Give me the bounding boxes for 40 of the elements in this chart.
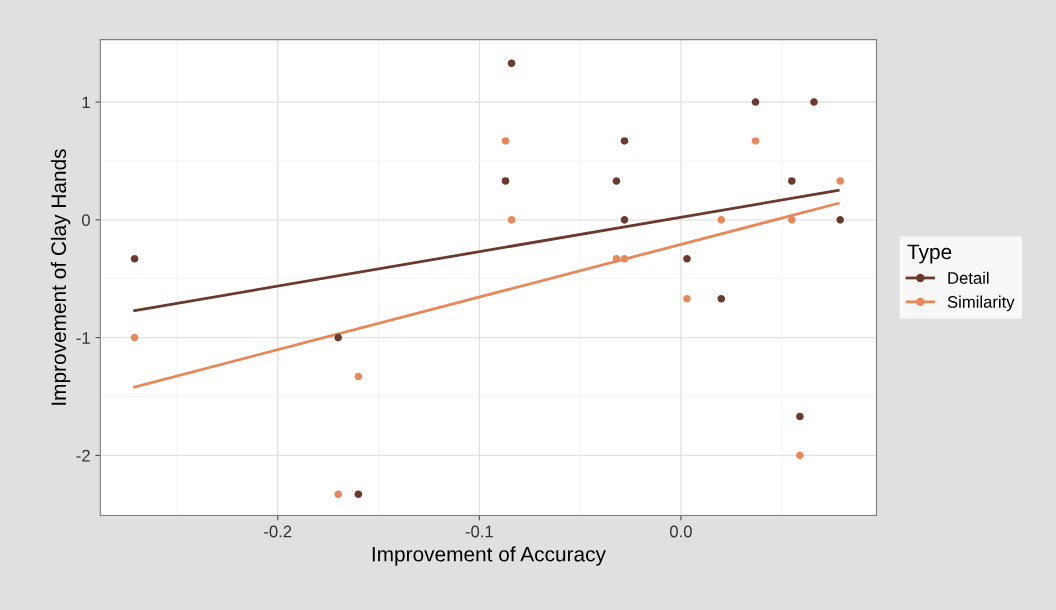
x-tick-label: -0.2 <box>264 525 292 538</box>
point <box>620 254 629 263</box>
legend-label: Similarity <box>947 295 1015 312</box>
x-tick-label: 0.0 <box>670 525 692 538</box>
point <box>796 412 804 421</box>
y-tick-label: -1 <box>76 332 90 344</box>
point <box>751 98 760 106</box>
point <box>788 177 796 185</box>
point <box>354 372 363 381</box>
point <box>130 254 139 263</box>
point <box>796 451 804 460</box>
point <box>620 216 629 224</box>
y-tick-label: 0 <box>81 214 90 227</box>
point <box>334 333 343 342</box>
point <box>501 137 510 145</box>
point <box>717 216 726 224</box>
legend-label: Detail <box>948 271 989 284</box>
point <box>683 294 691 303</box>
y-axis-title: Improvement of Clay Hands <box>50 149 71 405</box>
point <box>788 216 796 224</box>
point <box>810 98 818 106</box>
point <box>836 216 844 224</box>
point <box>683 254 691 263</box>
y-tick-label: -2 <box>76 449 90 462</box>
point <box>130 333 139 342</box>
x-tick-label: -0.1 <box>465 525 493 538</box>
point <box>612 254 621 263</box>
point <box>717 294 726 303</box>
point <box>751 137 760 145</box>
x-axis-title: Improvement of Accuracy <box>372 546 606 566</box>
legend-title: Type <box>907 244 952 264</box>
point <box>836 177 844 185</box>
point <box>501 177 510 185</box>
point <box>334 490 343 499</box>
point <box>507 216 516 224</box>
y-tick-label: 1 <box>82 96 90 109</box>
point <box>612 177 621 185</box>
point <box>507 59 516 68</box>
point <box>620 137 629 145</box>
point <box>354 490 363 499</box>
